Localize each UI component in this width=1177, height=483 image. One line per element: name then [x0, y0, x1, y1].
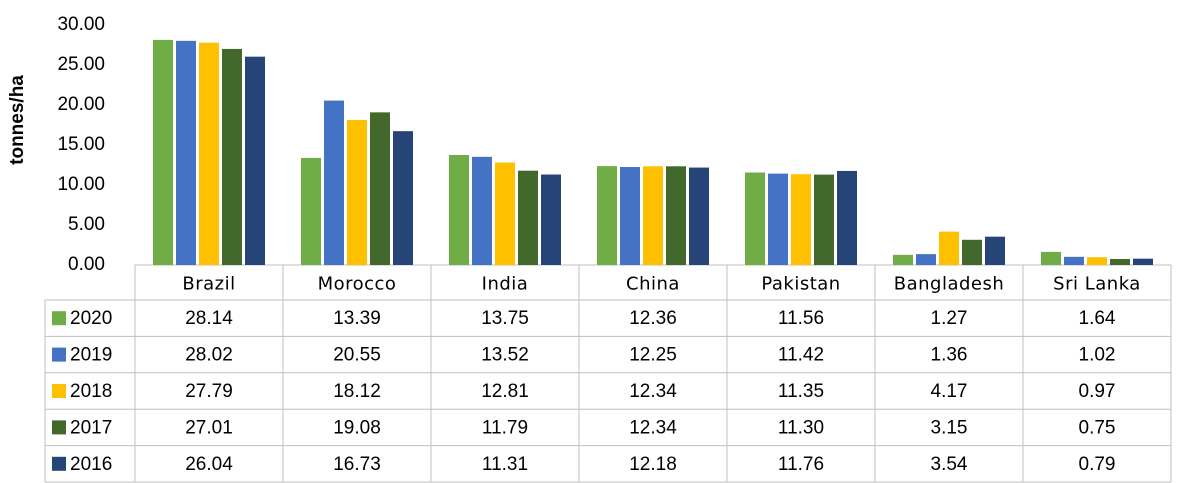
- bar: [1133, 258, 1153, 265]
- y-tick-label: 0.00: [68, 254, 105, 275]
- y-tick-label: 15.00: [57, 134, 105, 155]
- legend-swatch: [52, 347, 66, 362]
- table-value: 1.36: [931, 345, 968, 366]
- table-value: 0.75: [1079, 417, 1116, 438]
- table-value: 11.56: [778, 308, 824, 329]
- bar: [791, 174, 811, 265]
- table-value: 4.17: [931, 381, 968, 402]
- table-value: 13.52: [481, 345, 529, 366]
- bar: [1110, 259, 1130, 265]
- y-tick-label: 5.00: [68, 214, 105, 235]
- x-tick-label: Pakistan: [761, 274, 840, 295]
- table-value: 26.04: [185, 454, 233, 475]
- x-tick-label: Brazil: [182, 274, 235, 295]
- table-value: 12.36: [629, 308, 677, 329]
- bar: [449, 155, 469, 265]
- table-value: 18.12: [333, 381, 381, 402]
- bar: [472, 156, 492, 265]
- table-value: 19.08: [333, 417, 381, 438]
- y-tick-label: 30.00: [57, 14, 105, 35]
- table-value: 11.76: [778, 454, 824, 475]
- x-tick-label: Morocco: [318, 274, 397, 295]
- table-value: 1.64: [1079, 308, 1116, 329]
- table-value: 11.79: [482, 417, 528, 438]
- bar: [939, 231, 959, 265]
- table-value: 3.15: [931, 417, 968, 438]
- legend-swatch: [52, 420, 66, 435]
- bar: [745, 172, 765, 265]
- bar: [620, 167, 640, 265]
- table-value: 11.42: [778, 345, 824, 366]
- x-tick-label: China: [626, 274, 680, 295]
- table-value: 13.75: [481, 308, 529, 329]
- table-value: 12.34: [629, 381, 677, 402]
- table-value: 0.97: [1079, 381, 1116, 402]
- table-value: 27.01: [185, 417, 233, 438]
- bar: [1041, 251, 1061, 265]
- y-tick-label: 10.00: [57, 174, 105, 195]
- bar: [199, 42, 219, 266]
- table-value: 12.34: [629, 417, 677, 438]
- bar: [597, 166, 617, 265]
- legend-swatch: [52, 384, 66, 398]
- bar: [814, 174, 834, 265]
- bar: [153, 39, 173, 265]
- y-tick-label: 20.00: [57, 94, 105, 115]
- bar: [893, 254, 913, 265]
- y-tick-label: 25.00: [57, 54, 105, 75]
- table-value: 3.54: [931, 454, 968, 475]
- legend-label: 2020: [70, 308, 112, 329]
- bar: [347, 120, 367, 265]
- table-value: 12.18: [629, 454, 677, 475]
- table-value: 20.55: [333, 345, 381, 366]
- x-tick-label: Sri Lanka: [1053, 274, 1141, 295]
- bar: [689, 167, 709, 265]
- table-value: 1.27: [931, 308, 968, 329]
- bar: [518, 170, 538, 265]
- y-axis-label: tonnes/ha: [7, 75, 28, 165]
- bar: [962, 239, 982, 265]
- legend-label: 2019: [70, 345, 112, 366]
- bar: [666, 166, 686, 265]
- bar: [837, 170, 857, 265]
- bar: [222, 48, 242, 265]
- bar: [643, 166, 663, 265]
- legend-swatch: [52, 456, 66, 471]
- legend-swatch: [52, 311, 66, 326]
- bar: [245, 56, 265, 266]
- table-value: 28.14: [185, 308, 233, 329]
- legend-label: 2016: [70, 454, 112, 475]
- bar: [301, 157, 321, 265]
- legend-label: 2018: [70, 381, 112, 402]
- table-value: 1.02: [1079, 345, 1116, 366]
- bar: [768, 173, 788, 265]
- bar: [495, 162, 515, 265]
- table-value: 28.02: [185, 345, 233, 366]
- bar: [370, 112, 390, 265]
- table-value: 0.79: [1079, 454, 1116, 475]
- table-value: 12.25: [629, 345, 677, 366]
- bar: [324, 100, 344, 265]
- bar: [393, 131, 413, 265]
- table-value: 16.73: [333, 454, 381, 475]
- table-value: 11.30: [778, 417, 824, 438]
- legend-label: 2017: [70, 417, 112, 438]
- table-value: 11.31: [482, 454, 528, 475]
- table-value: 13.39: [333, 308, 381, 329]
- table-value: 12.81: [481, 381, 529, 402]
- bar: [176, 40, 196, 266]
- bar: [1064, 256, 1084, 265]
- table-value: 11.35: [778, 381, 824, 402]
- x-tick-label: Bangladesh: [894, 274, 1005, 295]
- bar: [1087, 257, 1107, 265]
- bar: [985, 236, 1005, 265]
- x-tick-label: India: [482, 274, 529, 295]
- bar: [916, 254, 936, 265]
- bar: [541, 174, 561, 265]
- table-value: 27.79: [185, 381, 233, 402]
